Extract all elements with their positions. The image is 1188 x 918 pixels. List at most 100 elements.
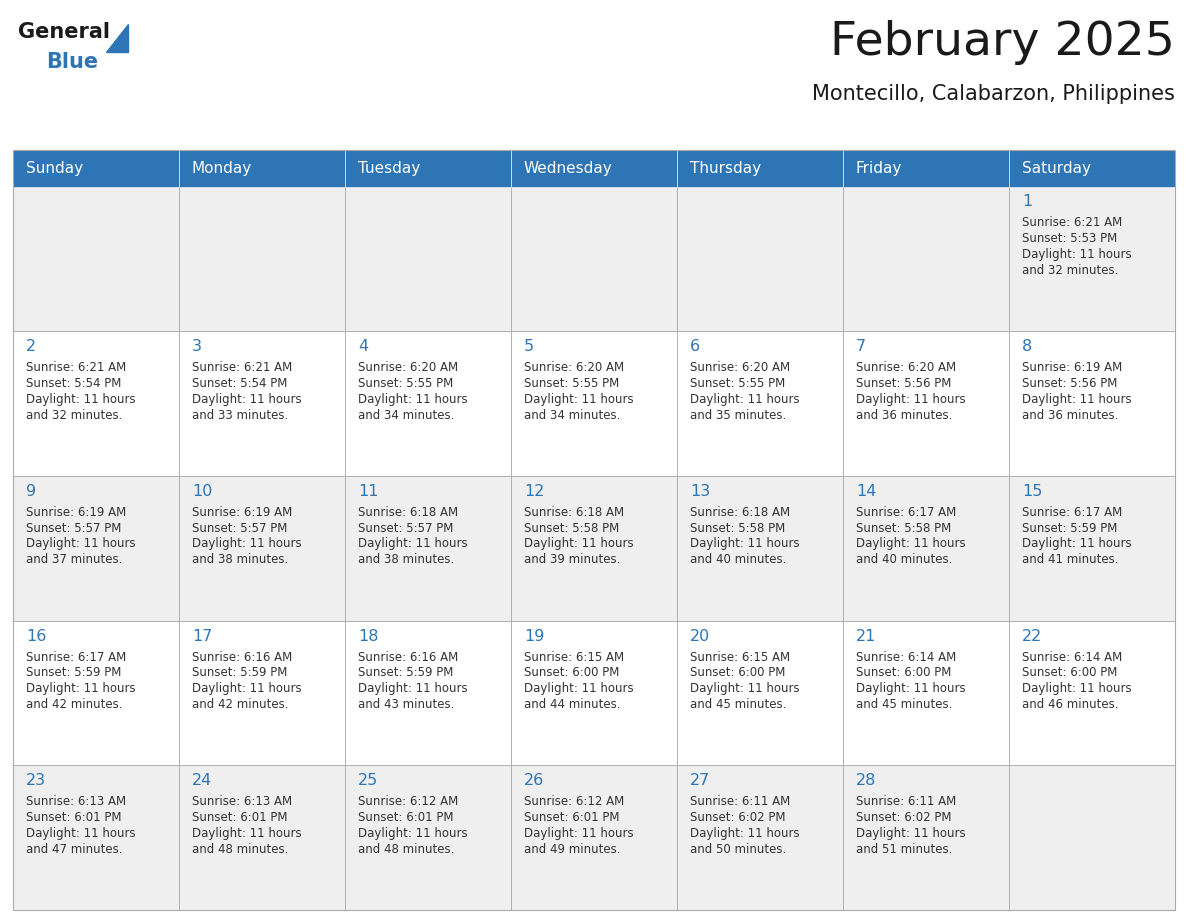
Text: and 34 minutes.: and 34 minutes.	[358, 409, 454, 421]
Text: General: General	[18, 22, 110, 42]
Text: and 51 minutes.: and 51 minutes.	[857, 843, 953, 856]
Text: Daylight: 11 hours: Daylight: 11 hours	[857, 827, 966, 840]
Bar	[511, 331, 677, 476]
Bar	[345, 331, 511, 476]
Text: Sunrise: 6:20 AM: Sunrise: 6:20 AM	[358, 361, 459, 375]
Bar	[677, 150, 843, 186]
Bar	[345, 766, 511, 910]
Bar	[13, 186, 179, 331]
Text: Sunrise: 6:14 AM: Sunrise: 6:14 AM	[857, 651, 956, 664]
Bar	[843, 766, 1009, 910]
Text: Sunset: 6:00 PM: Sunset: 6:00 PM	[1022, 666, 1118, 679]
Text: Sunset: 5:54 PM: Sunset: 5:54 PM	[26, 377, 121, 390]
Text: Daylight: 11 hours: Daylight: 11 hours	[857, 393, 966, 406]
Text: Sunset: 5:58 PM: Sunset: 5:58 PM	[690, 521, 785, 534]
Bar	[511, 621, 677, 766]
Text: Sunrise: 6:13 AM: Sunrise: 6:13 AM	[192, 795, 292, 809]
Bar	[677, 476, 843, 621]
Text: Sunset: 6:02 PM: Sunset: 6:02 PM	[857, 812, 952, 824]
Text: Sunrise: 6:15 AM: Sunrise: 6:15 AM	[690, 651, 790, 664]
Text: and 38 minutes.: and 38 minutes.	[192, 554, 289, 566]
Bar	[843, 621, 1009, 766]
Text: Sunrise: 6:11 AM: Sunrise: 6:11 AM	[857, 795, 956, 809]
Text: 19: 19	[524, 629, 544, 644]
Bar	[511, 186, 677, 331]
Text: 5: 5	[524, 339, 535, 354]
Text: Sunset: 5:58 PM: Sunset: 5:58 PM	[524, 521, 619, 534]
Text: and 43 minutes.: and 43 minutes.	[358, 698, 454, 711]
Text: Sunrise: 6:12 AM: Sunrise: 6:12 AM	[524, 795, 624, 809]
Text: Daylight: 11 hours: Daylight: 11 hours	[524, 393, 633, 406]
Text: and 42 minutes.: and 42 minutes.	[26, 698, 122, 711]
Text: Daylight: 11 hours: Daylight: 11 hours	[192, 393, 302, 406]
Text: 15: 15	[1022, 484, 1042, 498]
Text: and 39 minutes.: and 39 minutes.	[524, 554, 620, 566]
Bar	[13, 621, 179, 766]
Text: Sunset: 5:59 PM: Sunset: 5:59 PM	[26, 666, 121, 679]
Text: Monday: Monday	[192, 161, 252, 175]
Text: Sunset: 6:01 PM: Sunset: 6:01 PM	[26, 812, 121, 824]
Text: 9: 9	[26, 484, 36, 498]
Text: Daylight: 11 hours: Daylight: 11 hours	[524, 538, 633, 551]
Text: Daylight: 11 hours: Daylight: 11 hours	[26, 827, 135, 840]
Text: 12: 12	[524, 484, 544, 498]
Text: and 36 minutes.: and 36 minutes.	[857, 409, 953, 421]
Text: Daylight: 11 hours: Daylight: 11 hours	[358, 538, 468, 551]
Bar	[677, 186, 843, 331]
Text: 3: 3	[192, 339, 202, 354]
Text: Blue: Blue	[46, 52, 99, 72]
Text: Daylight: 11 hours: Daylight: 11 hours	[1022, 393, 1132, 406]
Text: Sunrise: 6:18 AM: Sunrise: 6:18 AM	[690, 506, 790, 519]
Bar	[1009, 621, 1175, 766]
Bar	[179, 186, 345, 331]
Text: Daylight: 11 hours: Daylight: 11 hours	[192, 538, 302, 551]
Text: Sunset: 6:01 PM: Sunset: 6:01 PM	[358, 812, 454, 824]
Bar	[13, 476, 179, 621]
Text: Daylight: 11 hours: Daylight: 11 hours	[358, 393, 468, 406]
Text: Daylight: 11 hours: Daylight: 11 hours	[857, 682, 966, 695]
Bar	[13, 150, 1175, 910]
Text: Daylight: 11 hours: Daylight: 11 hours	[192, 827, 302, 840]
Text: 13: 13	[690, 484, 710, 498]
Text: Daylight: 11 hours: Daylight: 11 hours	[690, 827, 800, 840]
Text: and 40 minutes.: and 40 minutes.	[690, 554, 786, 566]
Text: Daylight: 11 hours: Daylight: 11 hours	[1022, 682, 1132, 695]
Text: Sunset: 5:55 PM: Sunset: 5:55 PM	[358, 377, 454, 390]
Text: and 36 minutes.: and 36 minutes.	[1022, 409, 1118, 421]
Bar	[1009, 150, 1175, 186]
Bar	[677, 621, 843, 766]
Text: 26: 26	[524, 773, 544, 789]
Text: Friday: Friday	[857, 161, 903, 175]
Text: Sunset: 6:00 PM: Sunset: 6:00 PM	[524, 666, 619, 679]
Text: 24: 24	[192, 773, 213, 789]
Text: Sunrise: 6:21 AM: Sunrise: 6:21 AM	[192, 361, 292, 375]
Bar	[677, 766, 843, 910]
Text: Sunrise: 6:16 AM: Sunrise: 6:16 AM	[192, 651, 292, 664]
Text: Sunset: 5:53 PM: Sunset: 5:53 PM	[1022, 232, 1117, 245]
Bar	[345, 476, 511, 621]
Text: Sunrise: 6:11 AM: Sunrise: 6:11 AM	[690, 795, 790, 809]
Text: Daylight: 11 hours: Daylight: 11 hours	[690, 682, 800, 695]
Text: Sunset: 5:59 PM: Sunset: 5:59 PM	[358, 666, 454, 679]
Text: 11: 11	[358, 484, 379, 498]
Bar	[843, 186, 1009, 331]
Text: 20: 20	[690, 629, 710, 644]
Text: Daylight: 11 hours: Daylight: 11 hours	[690, 538, 800, 551]
Bar	[843, 476, 1009, 621]
Text: and 34 minutes.: and 34 minutes.	[524, 409, 620, 421]
Text: 16: 16	[26, 629, 46, 644]
Text: 1: 1	[1022, 195, 1032, 209]
Bar	[1009, 186, 1175, 331]
Text: Wednesday: Wednesday	[524, 161, 613, 175]
Text: Sunrise: 6:19 AM: Sunrise: 6:19 AM	[192, 506, 292, 519]
Text: Sunrise: 6:19 AM: Sunrise: 6:19 AM	[26, 506, 126, 519]
Text: Daylight: 11 hours: Daylight: 11 hours	[857, 538, 966, 551]
Text: Saturday: Saturday	[1022, 161, 1091, 175]
Text: 25: 25	[358, 773, 378, 789]
Text: Sunrise: 6:20 AM: Sunrise: 6:20 AM	[690, 361, 790, 375]
Text: Daylight: 11 hours: Daylight: 11 hours	[192, 682, 302, 695]
Text: Sunset: 6:02 PM: Sunset: 6:02 PM	[690, 812, 785, 824]
Text: Daylight: 11 hours: Daylight: 11 hours	[26, 393, 135, 406]
Bar	[345, 150, 511, 186]
Text: and 32 minutes.: and 32 minutes.	[1022, 263, 1118, 277]
